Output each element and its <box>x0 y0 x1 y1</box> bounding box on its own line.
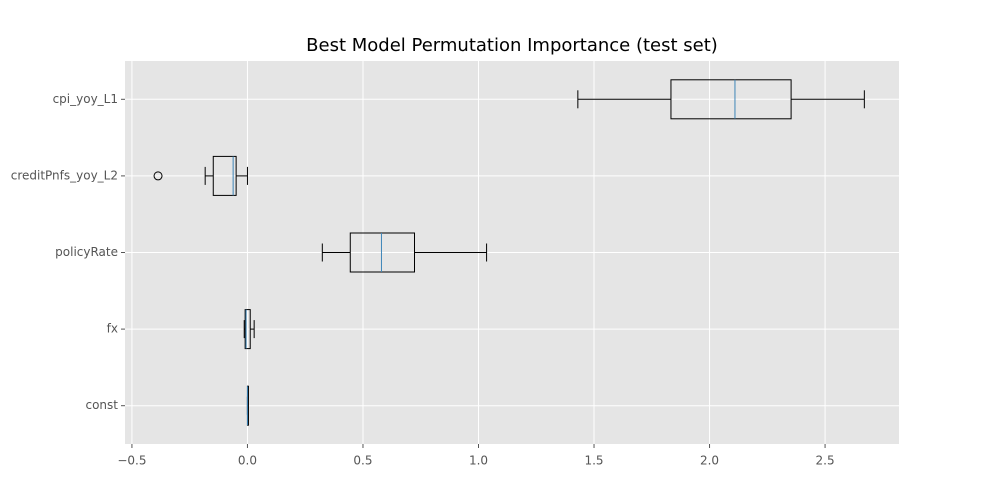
box <box>212 155 237 196</box>
x-tick-label: 0.0 <box>238 454 257 468</box>
x-tick-label: 2.0 <box>700 454 719 468</box>
y-tick-label: const <box>85 398 118 412</box>
chart-title: Best Model Permutation Importance (test … <box>306 35 718 56</box>
x-tick-label: 2.5 <box>816 454 835 468</box>
outlier <box>153 171 163 181</box>
x-tick-label: 0.5 <box>353 454 372 468</box>
box <box>670 79 792 120</box>
box <box>244 309 251 350</box>
y-tick-label: creditPnfs_yoy_L2 <box>11 168 118 182</box>
y-tick-label: fx <box>107 322 118 336</box>
box <box>349 232 415 273</box>
x-tick-label: 1.5 <box>584 454 603 468</box>
x-tick-label: −0.5 <box>117 454 146 468</box>
y-tick-label: policyRate <box>55 245 118 259</box>
y-tick-label: cpi_yoy_L1 <box>53 92 118 106</box>
x-tick-label: 1.0 <box>469 454 488 468</box>
